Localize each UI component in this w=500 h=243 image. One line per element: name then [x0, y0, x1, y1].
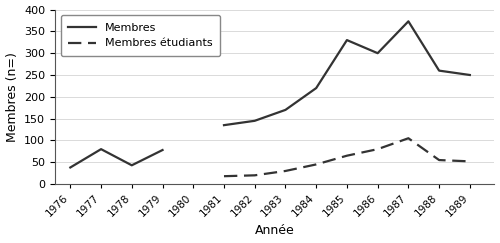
Membres étudiants — [313, 163, 319, 166]
Legend: Membres, Membres étudiants: Membres, Membres étudiants — [60, 15, 220, 56]
Membres étudiants — [221, 175, 227, 178]
Membres étudiants — [467, 160, 473, 163]
X-axis label: Année: Année — [255, 225, 294, 237]
Membres — [160, 148, 166, 151]
Membres — [129, 164, 135, 167]
Y-axis label: Membres (n=): Membres (n=) — [6, 52, 18, 142]
Membres étudiants — [374, 148, 380, 151]
Line: Membres: Membres — [70, 149, 162, 167]
Membres étudiants — [252, 174, 258, 177]
Membres étudiants — [282, 170, 288, 173]
Line: Membres étudiants: Membres étudiants — [224, 138, 470, 176]
Membres — [68, 166, 73, 169]
Membres — [98, 148, 104, 151]
Membres étudiants — [436, 159, 442, 162]
Membres étudiants — [344, 154, 350, 157]
Membres étudiants — [406, 137, 411, 140]
